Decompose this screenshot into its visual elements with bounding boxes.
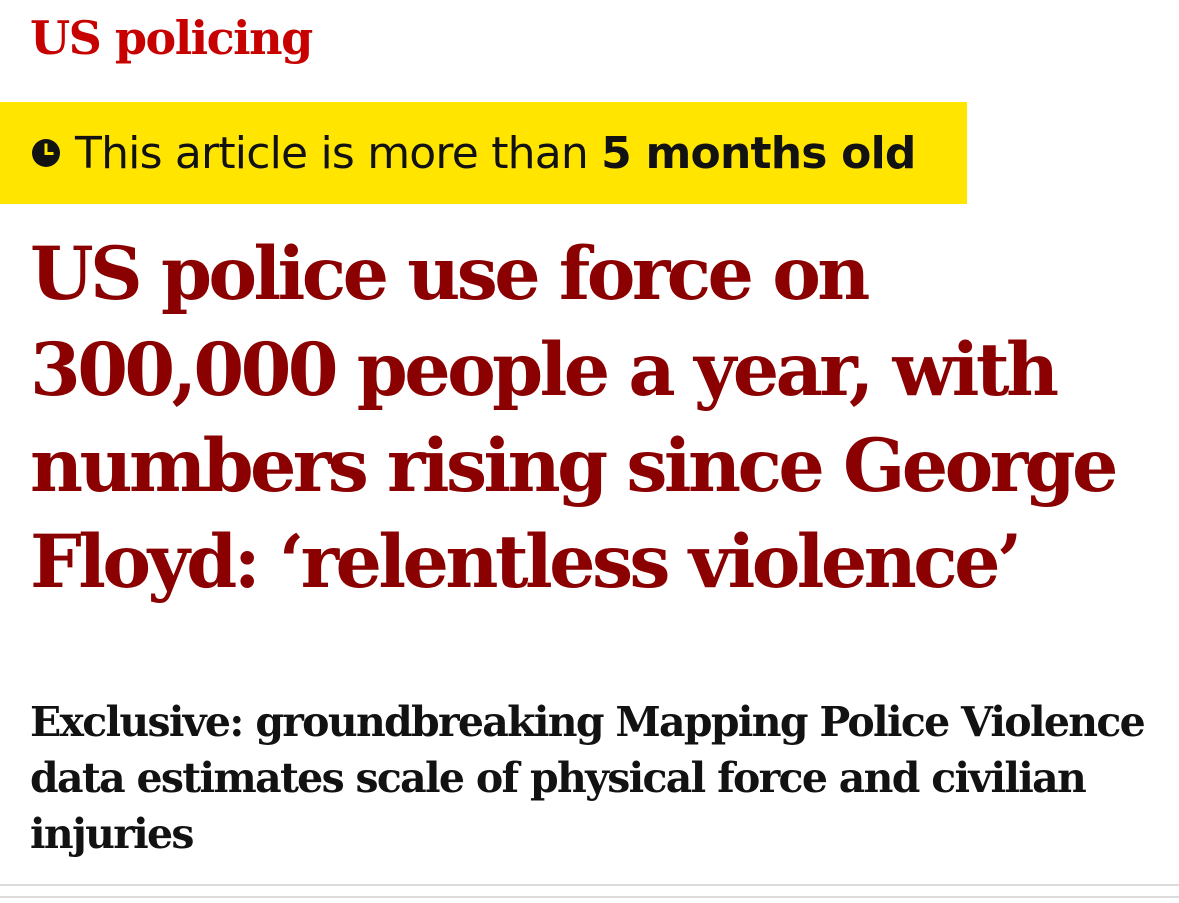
section-link-us-policing[interactable]: US policing — [30, 11, 313, 65]
article-age-emphasis: 5 months old — [601, 127, 916, 179]
divider — [0, 896, 1179, 898]
article-standfirst: Exclusive: groundbreaking Mapping Police… — [30, 698, 1146, 858]
clock-icon — [32, 139, 60, 167]
article-age-banner: This article is more than 5 months old — [0, 102, 967, 204]
article-age-text: This article is more than 5 months old — [75, 128, 916, 179]
article-headline: US police use force on 300,000 people a … — [30, 231, 1118, 605]
divider — [0, 884, 1179, 886]
article-age-prefix: This article is more than — [75, 127, 602, 179]
